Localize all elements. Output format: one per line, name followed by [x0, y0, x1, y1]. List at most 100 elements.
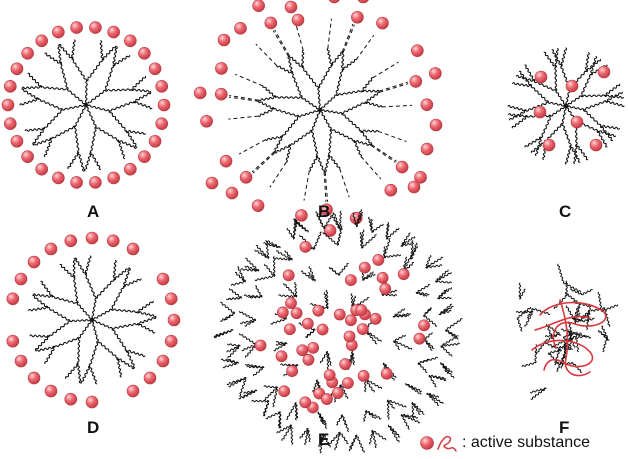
cleavable-linker: [269, 161, 287, 188]
branch-strand: [582, 317, 595, 323]
branch-strand: [73, 125, 80, 153]
panel-label-b: B: [318, 202, 331, 221]
branch-strand: [301, 49, 305, 69]
active-substance-sphere: [3, 80, 17, 93]
active-substance-sphere: [411, 44, 424, 57]
branch-strand: [400, 232, 411, 247]
branch-strand: [353, 140, 362, 158]
branch-strand: [281, 115, 300, 138]
branch-strand: [551, 340, 565, 349]
active-substance-sphere: [299, 396, 312, 409]
branch-strand: [251, 399, 270, 403]
branch-strand: [61, 104, 87, 111]
cleavable-linker: [370, 144, 396, 163]
active-substance-sphere: [369, 312, 382, 325]
branch-strand: [239, 319, 257, 325]
branch-strand: [240, 268, 260, 272]
branch-strand: [78, 319, 93, 339]
branch-strand: [277, 411, 282, 429]
branch-strand: [351, 351, 355, 365]
panel-label-c: C: [559, 202, 572, 221]
active-substance-sphere: [164, 292, 178, 306]
active-substance-sphere: [301, 317, 314, 330]
branch-strand: [361, 234, 377, 249]
branch-strand: [410, 240, 414, 260]
branch-strand: [257, 108, 275, 118]
active-substance-sphere: [379, 283, 392, 295]
branch-strand: [77, 151, 85, 172]
branch-strand: [524, 64, 536, 82]
branch-strand: [47, 306, 71, 322]
active-substance-sphere: [407, 180, 421, 194]
branch-strand: [264, 263, 275, 277]
branch-strand: [275, 342, 288, 346]
branch-strand: [322, 433, 331, 448]
active-substance-strand: [534, 315, 591, 331]
branch-strand: [561, 105, 567, 125]
branch-strand: [110, 285, 125, 311]
active-substance-sphere: [542, 138, 556, 152]
branch-strand: [21, 85, 42, 90]
cleavable-linker: [372, 61, 399, 79]
branch-strand: [34, 335, 50, 351]
branch-strand: [388, 424, 398, 435]
branch-strand: [364, 378, 382, 389]
branch-strand: [600, 124, 620, 130]
branch-strand: [51, 295, 79, 305]
branch-strand: [350, 293, 354, 309]
active-substance-sphere: [291, 13, 305, 27]
branch-strand: [392, 308, 405, 318]
cleavable-linker: [274, 29, 290, 57]
branch-strand: [341, 112, 362, 132]
active-substance-sphere: [193, 86, 207, 100]
branch-strand: [362, 273, 376, 281]
branch-strand: [417, 362, 428, 373]
branch-strand: [556, 354, 565, 372]
active-substance-sphere: [413, 332, 426, 345]
branch-strand: [108, 110, 127, 132]
branch-strand: [400, 236, 416, 247]
branch-strand: [333, 212, 341, 231]
branch-strand: [544, 342, 561, 350]
branch-strand: [365, 410, 382, 420]
branch-strand: [365, 410, 376, 419]
branch-strand: [567, 321, 573, 333]
branch-strand: [136, 300, 154, 313]
branch-strand: [276, 65, 293, 74]
branch-strand: [126, 349, 146, 358]
active-substance-sphere: [21, 150, 34, 164]
branch-strand: [229, 288, 242, 299]
branch-strand: [85, 89, 106, 106]
branch-strand: [540, 115, 552, 139]
branch-strand: [355, 434, 365, 453]
cleavable-linker: [371, 144, 397, 162]
branch-strand: [550, 105, 567, 117]
cleavable-linker: [272, 30, 290, 57]
branch-strand: [293, 220, 309, 233]
branch-strand: [575, 144, 589, 161]
branch-strand: [301, 66, 320, 89]
active-substance-sphere: [418, 319, 430, 332]
branch-strand: [515, 310, 534, 314]
branch-strand: [29, 334, 50, 338]
branch-strand: [405, 383, 422, 393]
cleavable-linker: [339, 168, 350, 198]
active-substance-sphere: [420, 98, 434, 111]
branch-strand: [361, 77, 374, 92]
branch-strand: [569, 145, 581, 163]
cleavable-linker: [378, 130, 407, 142]
branch-strand: [305, 329, 316, 338]
branch-strand: [230, 280, 246, 286]
branch-strand: [273, 257, 293, 261]
branch-strand: [319, 94, 337, 111]
branch-strand: [516, 317, 523, 332]
branch-strand: [54, 336, 80, 348]
branch-strand: [288, 55, 303, 69]
active-substance-sphere: [35, 162, 48, 176]
branch-strand: [226, 345, 241, 353]
branch-strand: [76, 363, 82, 384]
branch-strand: [286, 402, 297, 420]
branch-strand: [310, 129, 319, 157]
branch-strand: [521, 361, 536, 367]
branch-strand: [440, 362, 455, 379]
